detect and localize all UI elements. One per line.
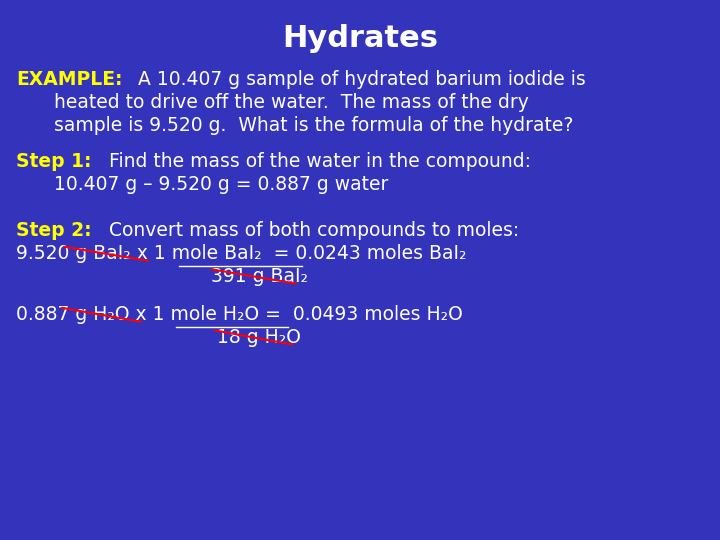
Text: 10.407 g – 9.520 g = 0.887 g water: 10.407 g – 9.520 g = 0.887 g water	[54, 175, 388, 194]
Text: 391 g BaI₂: 391 g BaI₂	[211, 267, 307, 286]
Text: 9.520 g BaI₂ x 1 mole BaI₂  = 0.0243 moles BaI₂: 9.520 g BaI₂ x 1 mole BaI₂ = 0.0243 mole…	[16, 244, 467, 263]
Text: 18 g H₂O: 18 g H₂O	[217, 328, 301, 347]
Text: Step 2:: Step 2:	[16, 221, 91, 240]
Text: EXAMPLE:: EXAMPLE:	[16, 70, 122, 89]
Text: Find the mass of the water in the compound:: Find the mass of the water in the compou…	[97, 152, 531, 171]
Text: Step 1:: Step 1:	[16, 152, 91, 171]
Text: heated to drive off the water.  The mass of the dry: heated to drive off the water. The mass …	[54, 93, 529, 112]
Text: Convert mass of both compounds to moles:: Convert mass of both compounds to moles:	[97, 221, 519, 240]
Text: sample is 9.520 g.  What is the formula of the hydrate?: sample is 9.520 g. What is the formula o…	[54, 116, 573, 134]
Text: A 10.407 g sample of hydrated barium iodide is: A 10.407 g sample of hydrated barium iod…	[126, 70, 586, 89]
Text: Hydrates: Hydrates	[282, 24, 438, 53]
Text: 0.887 g H₂O x 1 mole H₂O =  0.0493 moles H₂O: 0.887 g H₂O x 1 mole H₂O = 0.0493 moles …	[16, 305, 462, 324]
